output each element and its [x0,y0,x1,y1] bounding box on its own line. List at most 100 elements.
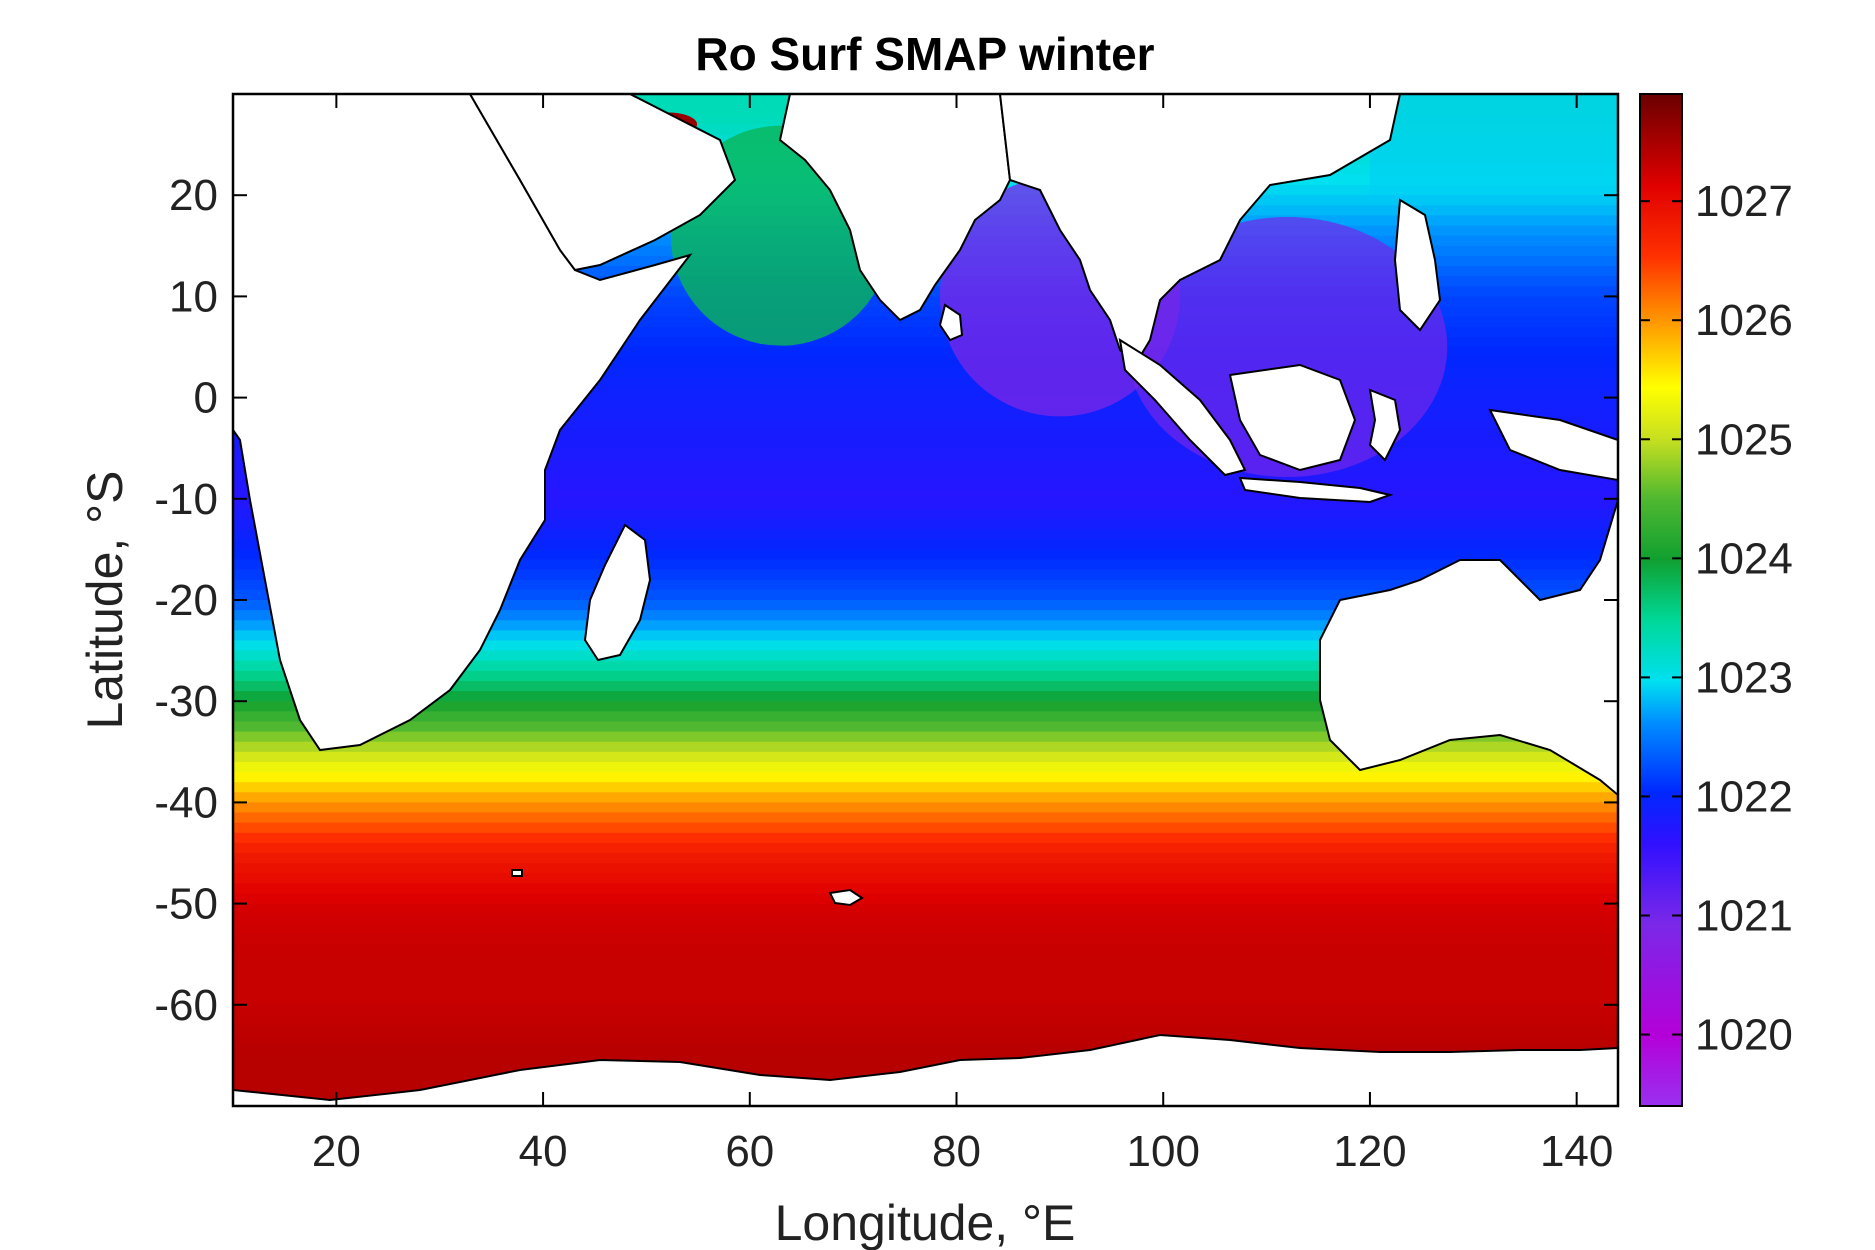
antarctica-landmass [233,1033,1618,1106]
density-band [233,508,1618,520]
density-band [233,397,1618,409]
density-band [233,711,1618,723]
y-tick-label: -10 [154,475,218,524]
y-tick-label: -40 [154,778,218,827]
land-masses [233,94,1618,1106]
arabia-landmass [468,94,737,272]
x-axis-label: Longitude, °E [775,1195,1076,1250]
density-band [233,589,1618,601]
sumatra-landmass [1118,337,1247,477]
density-band [233,944,1618,955]
australia-landmass [1319,499,1618,797]
x-tick-label: 100 [1127,1127,1200,1176]
density-band [233,579,1618,591]
y-axis-label: Latitude, °S [77,470,133,729]
density-band [233,610,1618,621]
density-band [233,539,1618,550]
se-asia-landmass [998,94,1402,367]
density-band [233,468,1618,480]
colorbar-tick-label: 1027 [1695,177,1793,226]
x-tick-label: 120 [1333,1127,1406,1176]
density-band [233,458,1618,470]
y-tick-label: 0 [194,374,218,423]
density-band [233,549,1618,561]
density-band [233,883,1618,895]
density-band [233,670,1618,682]
java-landmass [1238,476,1394,504]
density-band [233,873,1618,884]
density-band [233,498,1618,510]
density-band [233,326,1618,338]
density-band [233,954,1618,965]
density-band [233,600,1618,611]
density-band [233,438,1618,449]
density-band [233,630,1618,642]
density-band [233,761,1618,773]
density-band [233,569,1618,581]
density-band [233,853,1618,864]
density-band [233,407,1618,419]
density-band [233,691,1618,702]
density-band [233,812,1618,824]
x-tick-label: 20 [312,1127,361,1176]
y-tick-label: -60 [154,981,218,1030]
density-band [233,1045,1618,1056]
west-pacific-patch [1369,94,1618,196]
colorbar [1639,93,1683,1107]
chart-title: Ro Surf SMAP winter [695,28,1154,80]
density-band [233,387,1618,399]
madagascar-landmass [583,523,652,662]
density-band [233,559,1618,571]
density-band [233,519,1618,530]
x-axis: 20 40 60 80 100 120 140 [312,94,1613,1176]
density-band [233,660,1618,672]
colorbar-tick-label: 1025 [1695,415,1793,464]
density-band [233,417,1618,429]
density-band [233,984,1618,996]
density-band [233,680,1618,692]
density-band [233,721,1618,733]
density-band [233,427,1618,439]
density-band [233,933,1618,945]
density-band [233,913,1618,925]
plot-area [233,94,1618,1106]
density-band [233,863,1618,874]
y-tick-label: 10 [169,272,218,321]
india-landmass [778,94,1012,322]
colorbar-tick-label: 1023 [1695,653,1793,702]
colorbar-tick-label: 1022 [1695,772,1793,821]
y-tick-label: -50 [154,880,218,929]
density-band [233,782,1618,793]
density-band [233,701,1618,712]
colorbar-tick-label: 1024 [1695,534,1793,583]
density-band [233,1014,1618,1026]
y-axis: 20 10 0 -10 -20 -30 -40 -50 -60 [154,171,1618,1030]
y-tick-label: -30 [154,677,218,726]
x-tick-label: 60 [725,1127,774,1176]
density-band [233,620,1618,631]
density-band [233,1004,1618,1016]
africa-landmass [233,94,693,752]
density-band [233,650,1618,662]
density-band [233,751,1618,763]
y-tick-label: 20 [169,171,218,220]
density-band [233,893,1618,905]
density-band [233,336,1618,348]
kerguelen-island [828,888,864,907]
density-band [233,964,1618,976]
density-band [233,802,1618,814]
density-band [233,1035,1618,1046]
density-band [233,792,1618,803]
density-band [233,357,1618,368]
density-band [233,529,1618,540]
sri-lanka-landmass [938,303,964,342]
density-band [233,772,1618,783]
crozet-island [511,869,523,877]
density-band [233,347,1618,358]
density-band [233,923,1618,935]
density-band [233,367,1618,378]
x-tick-label: 140 [1540,1127,1613,1176]
density-band [233,377,1618,389]
density-band [233,448,1618,459]
